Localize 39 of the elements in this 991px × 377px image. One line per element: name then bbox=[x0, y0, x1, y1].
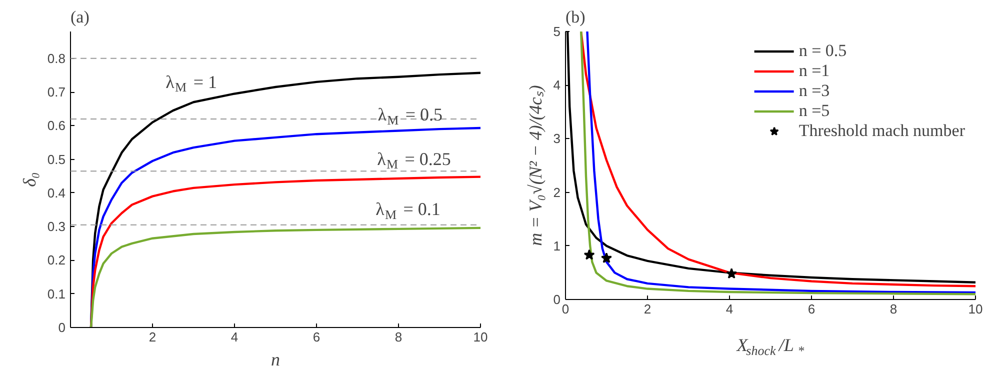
y-tick-label: 0 bbox=[58, 320, 66, 335]
y-tick-label: 0.5 bbox=[47, 152, 66, 167]
x-tick-label: 4 bbox=[726, 302, 734, 316]
y-tick-label: 5 bbox=[553, 24, 561, 39]
y-tick-label: 2 bbox=[553, 184, 561, 200]
x-tick-label: 10 bbox=[473, 330, 488, 344]
chart-title: (b) bbox=[566, 8, 586, 26]
x-tick-label: 2 bbox=[148, 330, 156, 344]
x-tick-label: 4 bbox=[230, 330, 238, 344]
y-tick-label: 0.3 bbox=[47, 219, 66, 234]
legend-label: n =3 bbox=[798, 81, 830, 101]
x-tick-label: 10 bbox=[968, 302, 983, 316]
y-tick-label: 0 bbox=[553, 292, 561, 307]
point bbox=[726, 268, 738, 279]
point bbox=[584, 249, 595, 260]
y-tick-label: 0.4 bbox=[47, 185, 66, 200]
y-tick-label: 1 bbox=[553, 238, 561, 254]
x-tick-label: 8 bbox=[394, 330, 402, 344]
y-tick-label: 0.1 bbox=[47, 286, 66, 302]
legend-label: n =5 bbox=[798, 101, 830, 121]
legend-label: n = 0.5 bbox=[798, 41, 847, 61]
y-axis-title: m = V₀√(N² − 4)/(4cₛ) bbox=[525, 85, 546, 246]
line-series bbox=[90, 226, 480, 328]
y-tick-label: 3 bbox=[553, 131, 561, 146]
x-tick-label: 6 bbox=[312, 330, 320, 344]
legend-label: Threshold mach number bbox=[798, 121, 965, 141]
x-tick-label: 8 bbox=[890, 302, 898, 316]
y-tick-label: 0.7 bbox=[47, 84, 66, 100]
point bbox=[600, 252, 612, 264]
chart-title: (a) bbox=[70, 8, 90, 26]
legend-label: n =1 bbox=[798, 61, 830, 81]
y-tick-label: 0.8 bbox=[47, 50, 66, 66]
x-tick-label: 2 bbox=[644, 302, 652, 316]
x-tick-label: 6 bbox=[808, 302, 816, 316]
x-axis-title: n bbox=[271, 350, 280, 370]
y-tick-label: 0.2 bbox=[47, 252, 66, 268]
y-axis-title: δ₀ bbox=[19, 172, 40, 187]
y-tick-label: 4 bbox=[553, 78, 561, 93]
y-tick-label: 0.6 bbox=[47, 118, 66, 134]
